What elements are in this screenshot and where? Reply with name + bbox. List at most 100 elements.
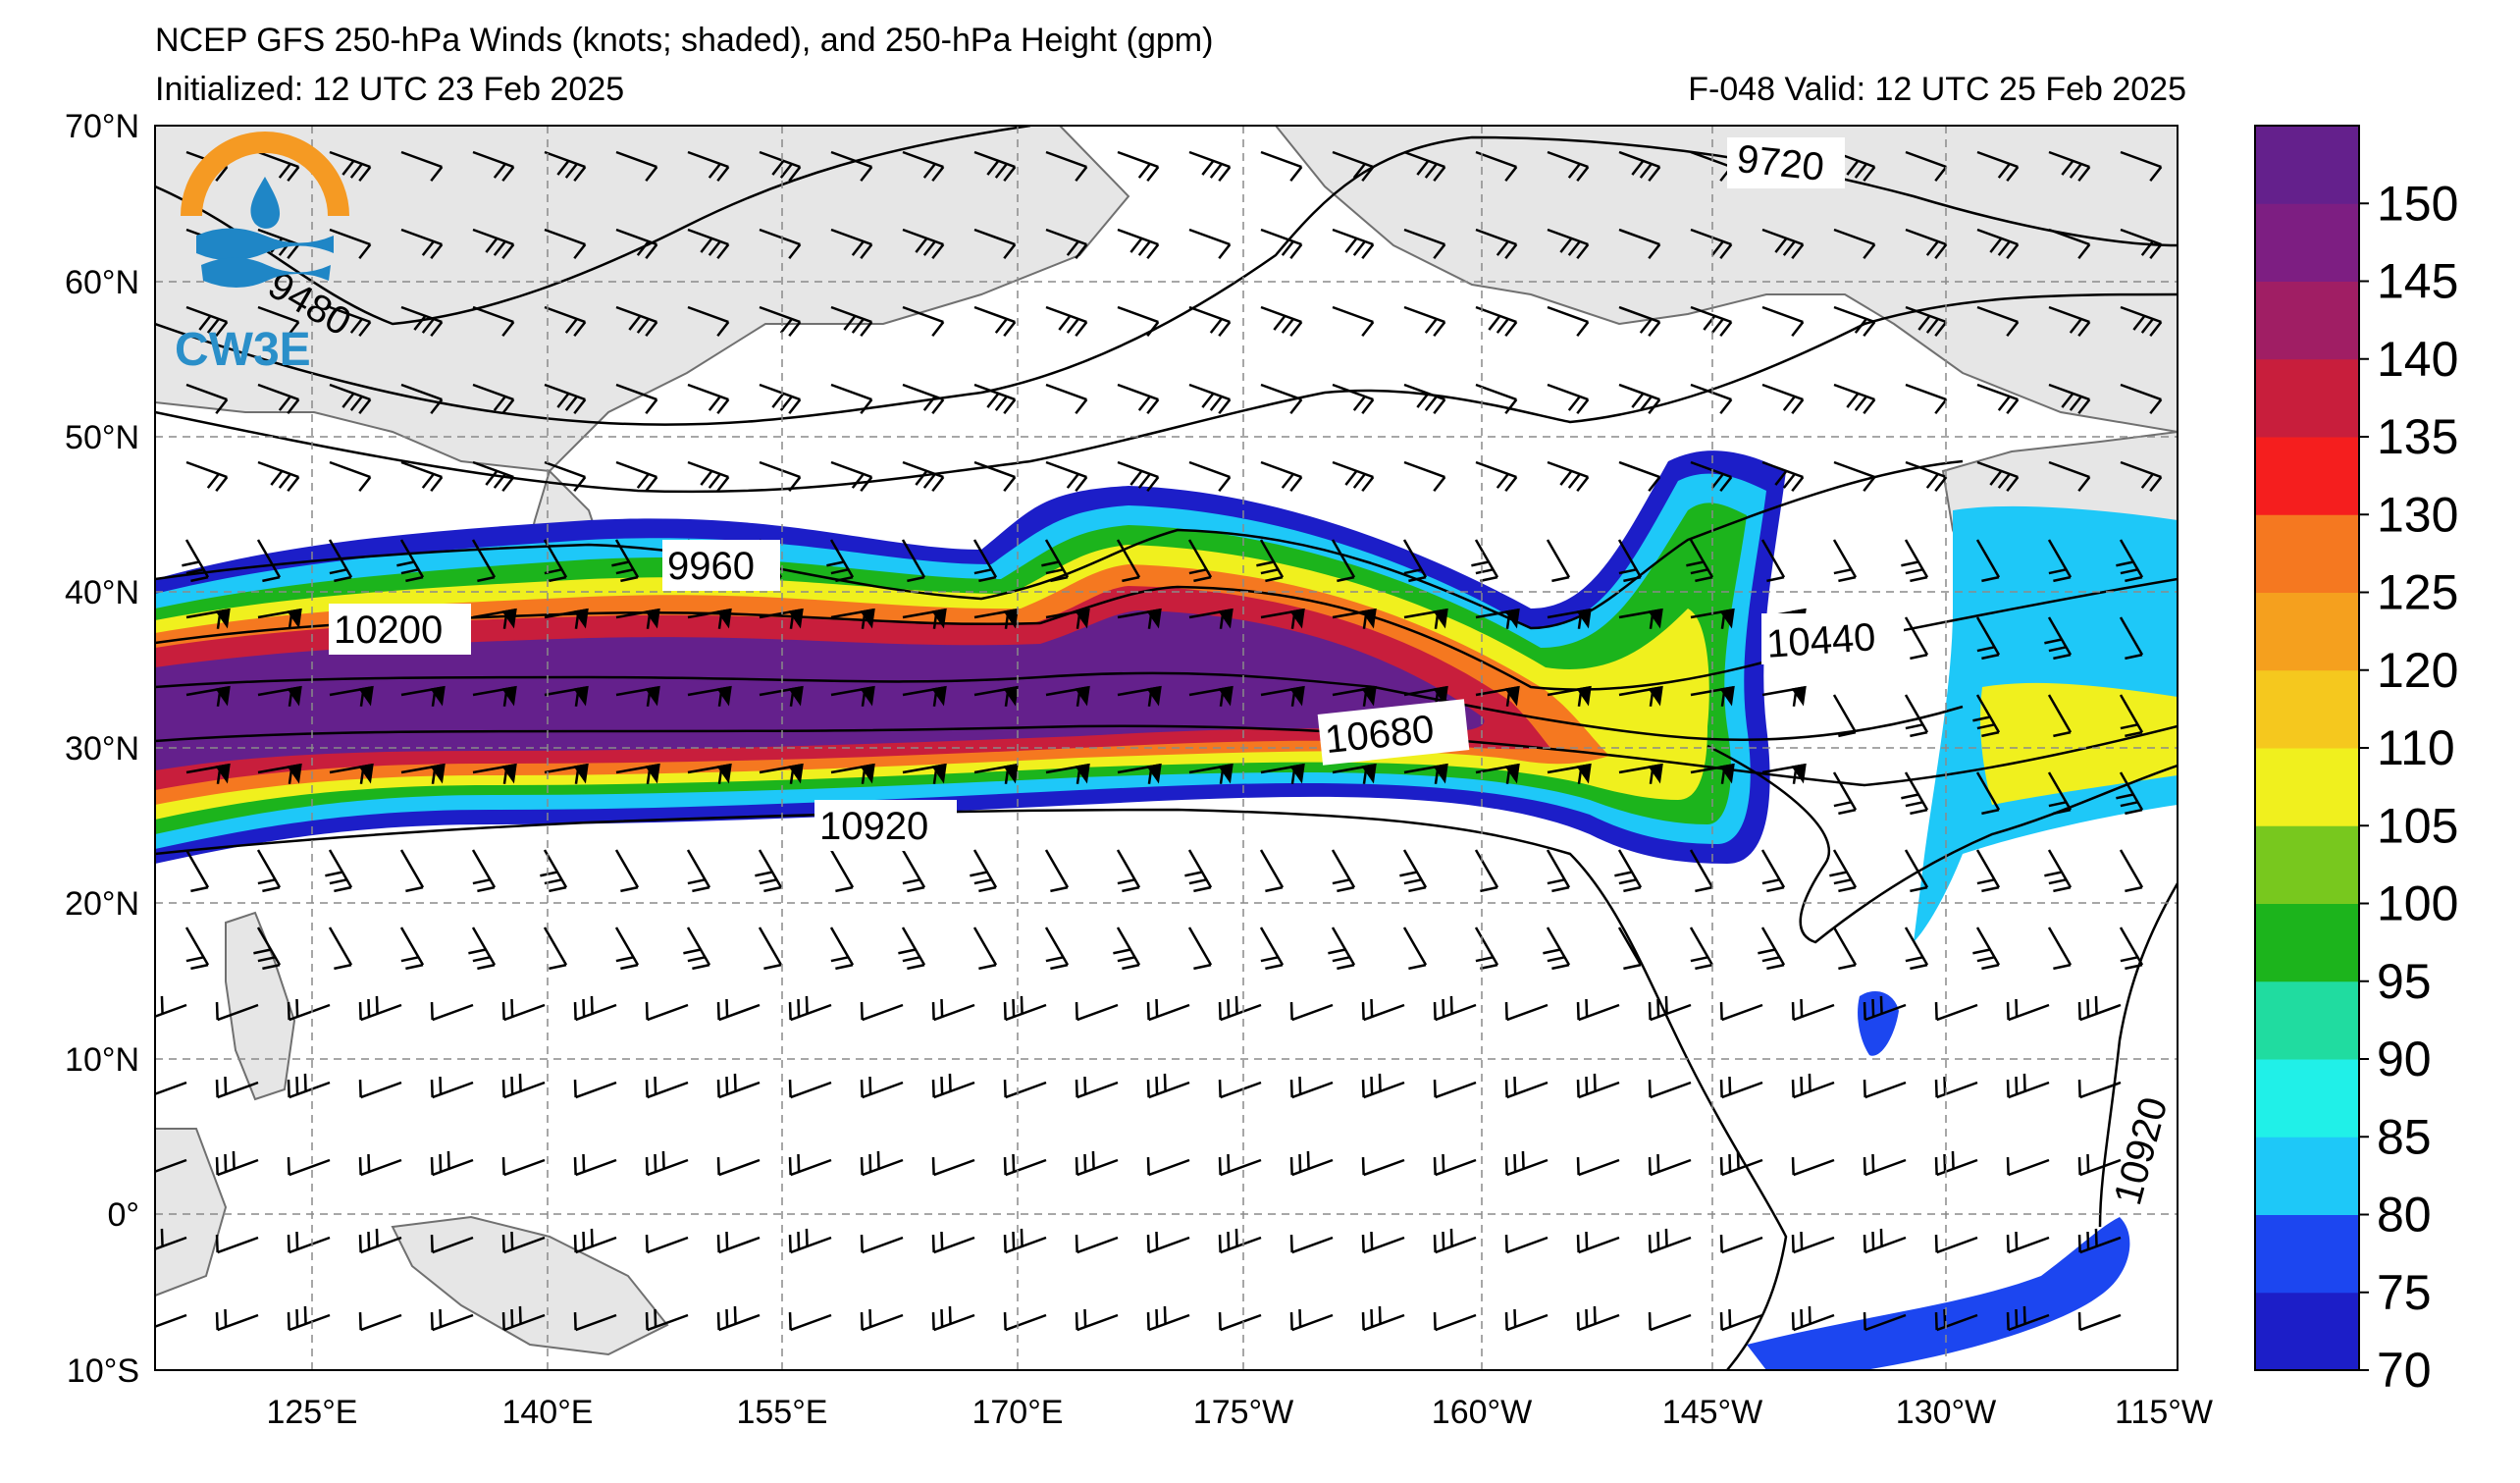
wind-barb [1474,849,1499,888]
wind-barb-flag [2006,166,2020,183]
wind-barb-flag [1513,1308,1517,1328]
wind-barb-flag [1800,1231,1804,1250]
wind-barb-flag [1075,1235,1078,1253]
colorbar-segment [2255,825,2359,904]
wind-barb-flag [868,1153,872,1173]
wind-barb-flag [1618,878,1637,885]
wind-barb-flag [1496,240,1509,256]
wind-barb [759,228,801,246]
lon-label-140e: 140°E [501,1394,593,1431]
wind-barb [1904,849,1929,888]
wind-barb-flag [1449,995,1453,1014]
wind-barb-flag [1639,163,1653,179]
wind-barb-flag [1934,398,1948,415]
wind-barb [1721,1081,1763,1099]
wind-barb [1864,1236,1907,1254]
wind-barb [829,849,855,888]
wind-barb-flag [1593,1073,1597,1091]
wind-barb-flag [2077,1002,2081,1021]
wind-barb [256,539,282,578]
wind-barb-flag [1567,473,1581,489]
wind-barb-flag [413,315,427,331]
wind-barb-flag [636,318,650,334]
wind-barb-flag [501,1235,505,1253]
wind-barb [790,1313,832,1332]
wind-barb [400,383,443,401]
wind-barb [1260,460,1302,479]
wind-barb-flag [1505,610,1511,629]
wind-barb-flag [145,1312,146,1330]
wind-barb [1363,1003,1405,1022]
wind-barb-flag [771,160,785,176]
wind-barb-flag [556,160,570,176]
lat-label-20n: 20°N [65,885,139,923]
wind-barb-flag [1083,1308,1087,1328]
wind-barb-flag [2006,243,2020,260]
wind-barb-flag [325,871,343,877]
wind-barb-flag [1846,160,1860,176]
wind-barb-flag [1905,956,1923,963]
wind-barb-flag [215,321,229,338]
wind-barb-flag [405,963,424,971]
wind-barb-flag [1728,1153,1732,1173]
wind-barb [1975,849,2001,888]
wind-barb-flag [341,160,355,176]
wind-barb [759,305,801,324]
wind-barb-flag [510,1076,514,1095]
wind-barb-flag [645,1312,649,1331]
wind-barb-flag [1504,321,1518,338]
wind-barb [328,539,353,578]
wind-barb-flag [1113,948,1131,955]
wind-barb-flag [358,1235,362,1253]
wind-barb [1833,305,1875,324]
wind-barb-flag [493,473,506,489]
wind-barb-flag [573,1157,577,1176]
wind-barb [1618,383,1660,401]
wind-barb-flag [645,1002,649,1021]
colorbar-tick-label: 135 [2377,409,2458,464]
wind-barb [155,1081,187,1095]
contour-label-group: 9720 9960 10200 10440 10680 10920 10920 … [261,137,2177,1209]
wind-barb [1332,150,1374,169]
wind-barb-flag [759,878,777,885]
wind-barb [2120,383,2162,401]
wind-barb-flag [1576,1235,1580,1253]
wind-barb-flag [683,948,702,955]
wind-barb-flag [1475,568,1494,575]
lon-label-115w: 115°W [2115,1394,2213,1431]
wind-barb-flag [501,1157,505,1176]
wind-barb [575,1003,617,1022]
wind-barb-flag [725,1231,729,1250]
wind-barb [718,1158,761,1177]
wind-barb-flag [1863,476,1876,493]
wind-barb [1650,1158,1692,1177]
wind-barb-flag [1370,998,1374,1018]
wind-barb-flag [788,398,802,415]
wind-barb [155,1003,187,1018]
wind-barb [2008,1003,2050,1022]
wind-barb [1435,1003,1477,1022]
wind-barb [257,460,299,479]
lon-label-170e: 170°E [971,1394,1063,1431]
wind-barb [2047,694,2073,733]
wind-barb-flag [1791,1157,1795,1176]
wind-barb [758,849,783,888]
wind-barb [1721,1158,1763,1177]
wind-barb-flag [1209,396,1223,411]
wind-barb-flag [1004,610,1010,629]
wind-barb-flag [1004,766,1010,784]
wind-barb-flag [636,473,650,489]
wind-barb-flag [2061,160,2074,176]
wind-barb-flag [1193,963,1212,971]
wind-barb-flag [1504,243,1518,260]
wind-barb [1187,927,1213,966]
wind-barb-flag [590,1228,594,1246]
wind-barb [790,1003,832,1022]
wind-barb-flag [1649,610,1654,629]
wind-barb-flag [2006,1157,2010,1176]
wind-barb [2120,228,2162,246]
wind-barb-flag [830,956,849,963]
wind-barb [790,1158,832,1177]
wind-barb [1578,1236,1620,1254]
wind-barb-flag [1361,166,1375,183]
